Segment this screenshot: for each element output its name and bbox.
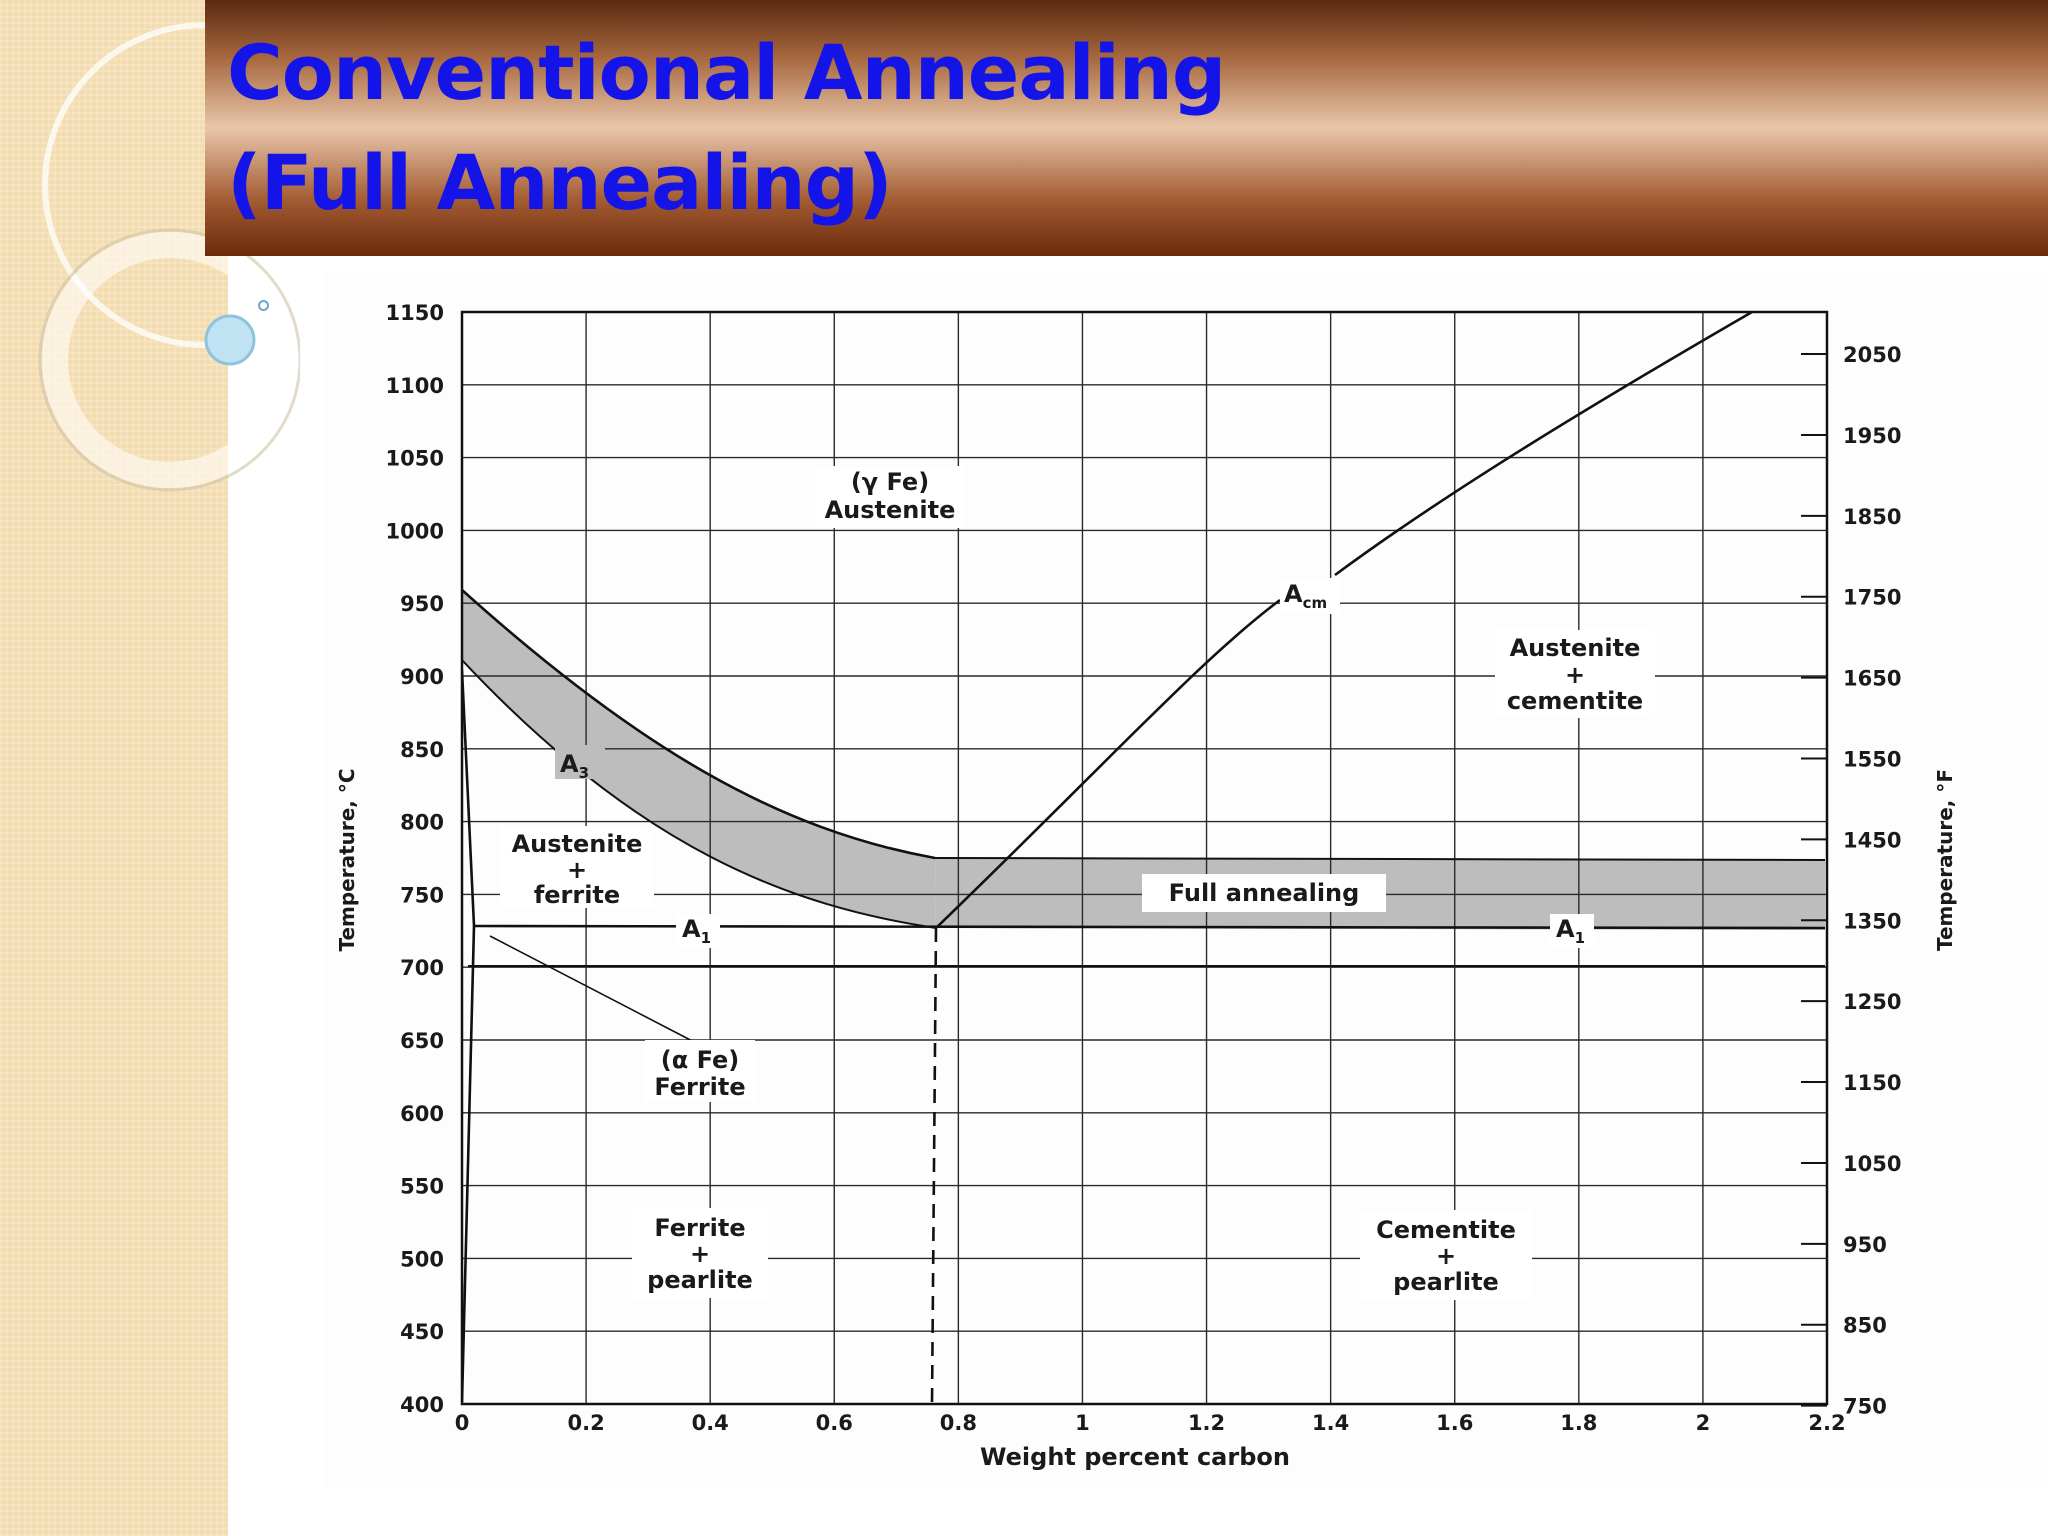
y-tick-label: 700: [400, 956, 444, 980]
y2-tick-label: 1050: [1843, 1152, 1901, 1176]
y2-tick-label: 1550: [1843, 748, 1901, 772]
austenite-ferrite-label-2: +: [567, 856, 587, 884]
y2-tick-label: 1650: [1843, 667, 1901, 691]
y2-tick-label: 1450: [1843, 828, 1901, 852]
alpha-ferrite-pointer: [489, 935, 701, 1046]
y2-tick-label: 1250: [1843, 990, 1901, 1014]
medium-ring: [42, 232, 298, 488]
eutectoid-dashed-line: [930, 927, 938, 1404]
plot-frame: [460, 310, 1829, 1406]
x-tick-label: 1.2: [1188, 1411, 1225, 1435]
x-tick-label: 1: [1075, 1411, 1090, 1435]
y2-tick-label: 1350: [1843, 909, 1901, 933]
x-tick-label: 0.6: [816, 1411, 853, 1435]
austenite-cementite-label-3: cementite: [1507, 687, 1643, 715]
ferrite-pearlite-label-1: Ferrite: [654, 1214, 745, 1242]
carbon-tick-labels: 0 0.2 0.4 0.6 0.8 1 1.2 1.4 1.6 1.8 2 2.2: [455, 1411, 1846, 1435]
full-annealing-top-line: [934, 857, 1826, 861]
y2-axis-label: Temperature, °F: [1933, 769, 1957, 951]
full-annealing-label: Full annealing: [1169, 879, 1360, 907]
fahrenheit-tick-labels: 750 850 950 1050 1150 1250 1350 1450 1550 1650 175…: [1843, 343, 1901, 1419]
celsius-tick-labels: 400 450 500 550 600 650 700 750 800 850 900 950 1000…: [386, 301, 444, 1417]
austenite-label: Austenite: [825, 496, 956, 524]
cementite-pearlite-label-1: Cementite: [1376, 1216, 1516, 1244]
x-tick-label: 1.8: [1560, 1411, 1597, 1435]
y-tick-label: 400: [400, 1393, 444, 1417]
y2-tick-label: 1950: [1843, 424, 1901, 448]
x-tick-label: 0.8: [940, 1411, 977, 1435]
bullet-icon: [258, 300, 269, 311]
y2-tick-label: 1850: [1843, 505, 1901, 529]
austenite-cementite-label-1: Austenite: [1510, 634, 1641, 662]
medium-ring-outline: [38, 228, 300, 492]
y-tick-label: 450: [400, 1320, 444, 1344]
a1-label-left: A1: [682, 915, 711, 947]
ferrite-boundary-line: [462, 925, 475, 1403]
x-tick-label: 1.6: [1436, 1411, 1473, 1435]
y2-tick-label: 1150: [1843, 1071, 1901, 1095]
x-tick-label: 1.4: [1312, 1411, 1349, 1435]
y-axis-label: Temperature, °C: [335, 768, 359, 951]
fahrenheit-tick-marks: [1801, 353, 1827, 1407]
y-tick-label: 650: [400, 1029, 444, 1053]
light-bubble: [204, 314, 256, 366]
x-tick-label: 2.2: [1808, 1411, 1845, 1435]
a3-line: [462, 589, 936, 860]
y2-tick-label: 1750: [1843, 586, 1901, 610]
y-tick-label: 750: [400, 883, 444, 907]
y-tick-label: 850: [400, 738, 444, 762]
a1-label-right: A1: [1556, 915, 1585, 947]
x-tick-label: 0.4: [692, 1411, 729, 1435]
y2-tick-label: 750: [1843, 1395, 1887, 1419]
y-tick-label: 800: [400, 811, 444, 835]
y-tick-label: 950: [400, 592, 444, 616]
ferrite-pearlite-label-2: +: [690, 1240, 710, 1268]
cementite-pearlite-label-3: pearlite: [1393, 1268, 1499, 1296]
austenite-cementite-label-2: +: [1565, 661, 1585, 689]
ferrite-label: Ferrite: [654, 1073, 745, 1101]
alpha-fe-label: (α Fe): [661, 1046, 739, 1074]
x-axis-label: Weight percent carbon: [980, 1443, 1290, 1471]
a3-shaded-band: [462, 590, 936, 928]
gamma-fe-label: (γ Fe): [851, 468, 929, 496]
slide-title-line-1: Conventional Annealing: [227, 28, 1226, 117]
x-tick-label: 0.2: [567, 1411, 604, 1435]
x-tick-label: 0: [455, 1411, 470, 1435]
y-tick-label: 1000: [386, 519, 444, 543]
title-bar: [205, 0, 2048, 256]
a3-lower-band-edge: [462, 659, 937, 929]
a3-label: A3: [560, 750, 589, 782]
y2-tick-label: 950: [1843, 1233, 1887, 1257]
y-tick-label: 550: [400, 1175, 444, 1199]
austenite-ferrite-label-3: ferrite: [534, 881, 620, 909]
y-tick-label: 600: [400, 1102, 444, 1126]
cementite-pearlite-label-2: +: [1436, 1242, 1456, 1270]
acm-line: [935, 598, 1281, 929]
slide-title-line-2: (Full Annealing): [227, 138, 893, 227]
acm-line-upper: [1334, 312, 1753, 577]
y2-tick-label: 2050: [1843, 343, 1901, 367]
y-tick-label: 1150: [386, 301, 444, 325]
austenite-ferrite-label-1: Austenite: [512, 830, 643, 858]
y-tick-label: 500: [400, 1247, 444, 1271]
y-tick-label: 900: [400, 665, 444, 689]
x-tick-label: 2: [1696, 1411, 1711, 1435]
y-tick-label: 1050: [386, 447, 444, 471]
acm-label: Acm: [1284, 580, 1327, 612]
y2-tick-label: 850: [1843, 1314, 1887, 1338]
y-tick-label: 1100: [386, 374, 444, 398]
ferrite-pearlite-label-3: pearlite: [647, 1266, 753, 1294]
